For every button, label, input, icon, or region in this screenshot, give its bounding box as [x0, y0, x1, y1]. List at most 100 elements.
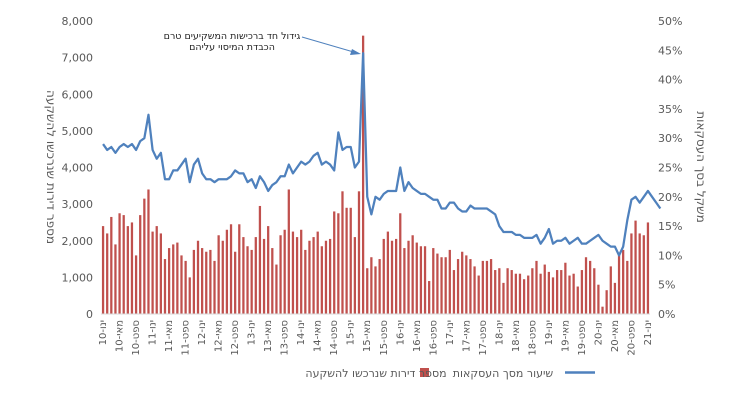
bar [597, 284, 600, 314]
right-axis-title: משקל בסך העסקאות [694, 111, 708, 223]
bar [163, 259, 167, 314]
bar [419, 246, 423, 314]
x-axis-tick-label: ספט-11 [181, 320, 192, 356]
bar [415, 242, 418, 314]
x-axis-tick-label: מאי-14 [313, 320, 324, 352]
bar [539, 273, 542, 314]
bar [572, 273, 575, 314]
bar [522, 279, 526, 314]
bar [101, 226, 105, 314]
bar [188, 277, 191, 315]
x-axis-tick-label: מאי-19 [560, 320, 571, 352]
bar [201, 248, 204, 314]
x-axis-ticks: ינו-10 מאי-10 ספט-10 ינו-11 מאי-11 ספט-11 ינו-… [98, 320, 654, 356]
bar [267, 226, 270, 314]
bar [506, 268, 509, 314]
left-axis-title: מספר דירות שנרכשו להשקעה [44, 90, 58, 244]
bar [617, 255, 621, 314]
bar [304, 249, 307, 314]
bar [403, 248, 406, 314]
bar [300, 229, 303, 314]
bar [287, 189, 290, 314]
right-axis-tick-label: 15% [658, 220, 682, 233]
bar [229, 224, 233, 314]
bar [238, 224, 241, 314]
legend-swatch-bars [420, 368, 429, 377]
bar [390, 240, 394, 314]
bar [295, 237, 299, 314]
bar [502, 282, 505, 314]
bar [118, 213, 121, 314]
bar [172, 244, 175, 314]
right-axis-tick-label: 10% [658, 249, 682, 262]
annotation-arrowhead [350, 49, 361, 55]
bar [361, 35, 365, 315]
bar [638, 233, 641, 314]
bar [246, 246, 249, 314]
bar [444, 257, 447, 314]
bar [139, 215, 142, 314]
bar [271, 248, 274, 314]
bar [106, 233, 109, 314]
bar [568, 275, 571, 314]
bar [481, 260, 484, 314]
bar [456, 259, 460, 314]
bar [234, 251, 237, 314]
annotation: גידול חד ברכישות המשקיעים טרם הכבדת המיס… [164, 31, 361, 55]
bar [498, 268, 501, 314]
bar [382, 238, 385, 314]
annotation-text-line1: גידול חד ברכישות המשקיעים טרם [164, 31, 301, 42]
bar [333, 211, 336, 314]
bar [275, 264, 278, 314]
x-axis-tick-label: ספט-19 [577, 320, 588, 356]
left-axis-tick-label: 8,000 [62, 15, 94, 28]
bar [626, 260, 629, 314]
bar [452, 270, 456, 314]
x-axis-tick-label: מאי-18 [511, 320, 522, 352]
x-axis-tick-label: ספט-15 [379, 320, 390, 356]
bar [205, 251, 208, 314]
bar [440, 257, 443, 314]
bar [209, 249, 212, 314]
bar [130, 222, 134, 314]
bar [374, 266, 377, 314]
bar [407, 240, 410, 314]
bar [324, 240, 328, 314]
bar [514, 273, 517, 314]
bar [646, 222, 650, 314]
bar [560, 270, 563, 314]
bar [473, 266, 476, 314]
x-axis-tick-label: ינו-10 [98, 320, 109, 345]
bar [543, 264, 546, 314]
x-axis-tick-label: מאי-10 [115, 320, 126, 352]
bar [328, 238, 332, 314]
x-axis-tick-label: ספט-16 [428, 320, 439, 356]
bar [395, 238, 398, 314]
bar [316, 231, 319, 314]
bar [477, 275, 480, 314]
bar [630, 233, 633, 314]
bar [580, 270, 584, 314]
bar [176, 242, 179, 314]
right-axis-tick-label: 40% [658, 74, 682, 87]
right-axis-tick-label: 50% [658, 15, 682, 28]
left-axis-tick-label: 6,000 [62, 88, 94, 101]
bar [448, 249, 451, 314]
bar [217, 235, 220, 314]
bar [399, 213, 402, 314]
bar [353, 237, 356, 314]
bar [308, 240, 311, 314]
x-axis-tick-label: מאי-12 [214, 320, 225, 352]
bar-series [101, 35, 650, 315]
bar [423, 246, 427, 314]
x-axis-tick-label: מאי-15 [362, 320, 373, 352]
bar [155, 226, 158, 314]
bar [370, 257, 373, 314]
bar [589, 260, 592, 314]
legend-label-line: שיעור מסך העסקאות [453, 367, 554, 380]
bar [151, 231, 154, 314]
left-axis-tick-label: 1,000 [62, 271, 94, 284]
bar [642, 235, 645, 314]
bar [428, 281, 431, 314]
bar [213, 260, 216, 314]
